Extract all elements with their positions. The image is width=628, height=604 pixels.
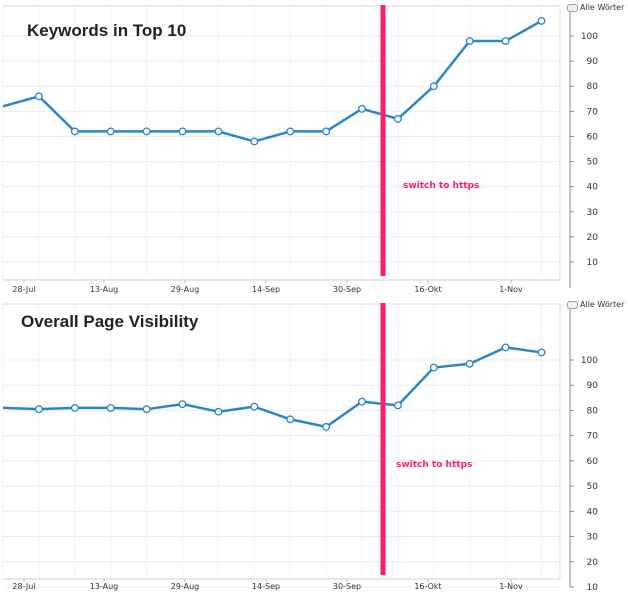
data-point <box>142 405 151 414</box>
data-point <box>358 397 366 406</box>
y-tick-label: 50 <box>587 158 599 168</box>
y-tick-label: 100 <box>581 32 598 42</box>
y-tick-label: 80 <box>587 406 599 416</box>
x-tick-label: 1-Nov <box>499 285 523 294</box>
legend[interactable]: Alle Wörter <box>567 3 624 12</box>
data-point <box>429 82 438 91</box>
x-tick-label: 14-Sep <box>252 582 280 591</box>
data-point <box>106 403 115 412</box>
y-tick-label: 40 <box>587 507 599 517</box>
annotation-label: switch to https <box>403 181 480 191</box>
data-point <box>393 401 402 410</box>
x-tick-label: 1-Nov <box>499 582 523 591</box>
legend-toggle-icon[interactable] <box>567 3 578 12</box>
series-line <box>2 19 543 143</box>
y-tick-label: 30 <box>587 533 599 543</box>
annotation-label: switch to https <box>396 460 473 470</box>
y-tick-label: 20 <box>587 233 599 243</box>
data-point <box>106 127 115 136</box>
y-tick-label: 60 <box>587 457 599 467</box>
chart-title: Overall Page Visibility <box>21 312 199 331</box>
y-tick-label: 70 <box>587 107 599 117</box>
y-tick-label: 70 <box>587 432 599 442</box>
data-point <box>250 402 259 411</box>
page-visibility-chart: 10 20 30 40 50 60 70 80 90 100 28-Jul 13-Aug 29-Aug 1… <box>0 298 628 604</box>
x-tick-label: 13-Aug <box>90 285 119 294</box>
keywords-top10-chart: 10 20 30 40 50 60 70 80 90 100 28-Jul 13-Aug 29-Aug 1… <box>0 0 628 298</box>
x-tick-label: 28-Jul <box>12 285 35 294</box>
y-tick-label: 10 <box>587 258 599 268</box>
data-point <box>178 127 187 136</box>
y-tick-label: 40 <box>587 183 599 193</box>
x-tick-label: 30-Sep <box>333 582 361 591</box>
legend[interactable]: Alle Wörter <box>567 300 624 309</box>
data-point <box>465 359 474 368</box>
data-point <box>358 104 366 113</box>
data-point <box>250 137 259 146</box>
y-tick-label: 80 <box>587 82 599 92</box>
data-point <box>501 37 510 45</box>
y-tick-label: 60 <box>587 132 599 142</box>
data-point <box>286 415 295 424</box>
data-point <box>322 422 331 431</box>
x-tick-label: 14-Sep <box>252 285 280 294</box>
series-line <box>2 346 542 429</box>
data-point <box>214 407 223 416</box>
y-tick-label: 10 <box>587 583 599 593</box>
data-point <box>214 127 223 136</box>
data-point <box>34 92 43 101</box>
legend-toggle-icon[interactable] <box>567 300 578 309</box>
y-tick-label: 20 <box>587 558 599 568</box>
x-tick-label: 29-Aug <box>171 582 200 591</box>
data-point <box>501 343 510 352</box>
x-tick-label: 29-Aug <box>171 285 200 294</box>
chart-title: Keywords in Top 10 <box>27 21 187 40</box>
y-tick-label: 90 <box>587 381 599 391</box>
data-point <box>178 400 187 409</box>
data-point <box>537 348 546 357</box>
y-tick-label: 30 <box>587 208 599 218</box>
data-point <box>34 405 43 414</box>
data-point <box>537 16 546 25</box>
x-tick-label: 16-Okt <box>414 285 441 294</box>
x-tick-label: 28-Jul <box>12 582 35 591</box>
legend-label: Alle Wörter <box>580 300 625 309</box>
data-point <box>142 127 151 136</box>
keywords-chart-plot: 10 20 30 40 50 60 70 80 90 100 28-Jul 13-Aug 29-Aug 1… <box>2 5 599 294</box>
y-tick-label: 50 <box>587 482 599 492</box>
x-tick-label: 30-Sep <box>333 285 361 294</box>
data-point <box>286 127 295 136</box>
legend-label: Alle Wörter <box>580 3 625 12</box>
x-tick-label: 13-Aug <box>90 582 119 591</box>
data-point <box>70 127 79 136</box>
x-tick-label: 16-Okt <box>414 582 441 591</box>
data-point <box>429 363 438 372</box>
y-tick-label: 90 <box>587 57 599 67</box>
data-point <box>322 127 331 136</box>
data-point <box>465 37 474 45</box>
y-tick-label: 100 <box>581 356 598 366</box>
data-point <box>393 114 402 123</box>
data-point <box>70 403 79 412</box>
visibility-chart-plot: 10 20 30 40 50 60 70 80 90 100 28-Jul 13-Aug 29-Aug 1… <box>2 303 599 593</box>
